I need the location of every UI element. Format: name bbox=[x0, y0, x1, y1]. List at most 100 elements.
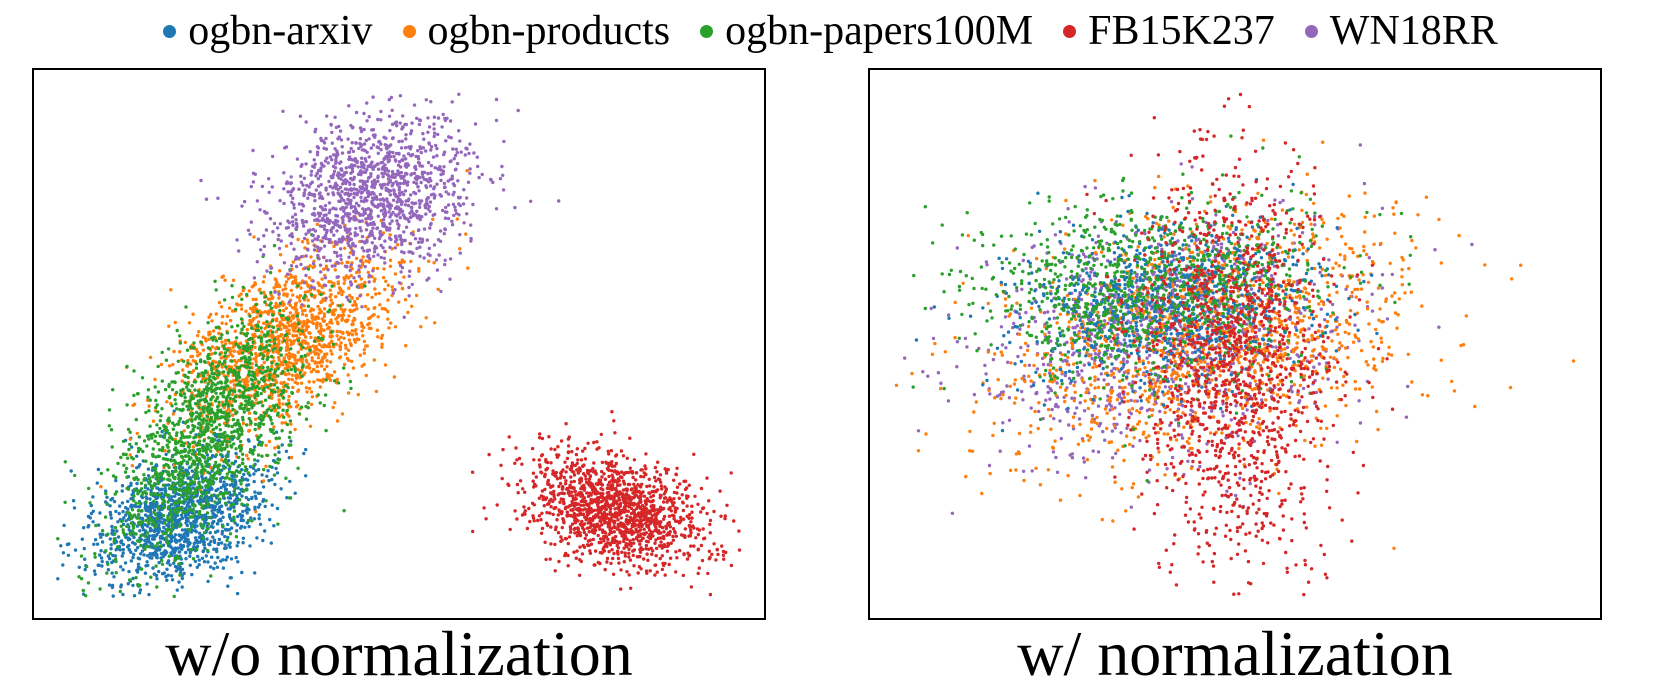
data-point bbox=[233, 487, 237, 491]
data-point bbox=[190, 469, 194, 473]
data-point bbox=[289, 347, 293, 351]
data-point bbox=[128, 437, 132, 441]
data-point bbox=[389, 237, 393, 242]
data-point bbox=[136, 508, 141, 513]
data-point bbox=[239, 515, 244, 520]
data-point bbox=[202, 543, 207, 547]
data-point bbox=[159, 544, 163, 548]
data-point bbox=[149, 542, 153, 546]
data-point bbox=[399, 202, 404, 207]
data-point bbox=[182, 534, 186, 539]
data-point bbox=[236, 344, 241, 348]
data-point bbox=[286, 368, 290, 372]
data-point bbox=[212, 506, 216, 510]
data-point bbox=[283, 360, 288, 364]
data-point bbox=[201, 524, 205, 529]
data-point bbox=[181, 402, 185, 406]
data-point bbox=[285, 294, 289, 298]
data-point bbox=[226, 584, 230, 588]
data-point bbox=[402, 230, 406, 234]
data-point bbox=[166, 518, 170, 522]
data-point bbox=[243, 386, 247, 390]
data-point bbox=[250, 370, 255, 374]
data-point bbox=[408, 242, 413, 246]
data-point bbox=[205, 526, 210, 531]
data-point bbox=[210, 453, 215, 458]
data-point bbox=[273, 453, 277, 457]
data-point bbox=[173, 398, 177, 402]
data-point bbox=[236, 514, 240, 519]
data-point bbox=[332, 169, 337, 174]
data-point bbox=[313, 352, 318, 356]
data-point bbox=[139, 567, 144, 571]
data-point bbox=[291, 293, 295, 297]
data-point bbox=[269, 367, 273, 372]
data-point bbox=[382, 256, 386, 260]
data-point bbox=[276, 522, 280, 526]
data-point bbox=[439, 178, 443, 183]
data-point bbox=[228, 496, 233, 500]
data-point bbox=[218, 497, 222, 501]
data-point bbox=[427, 246, 431, 251]
data-point bbox=[310, 320, 314, 324]
data-point bbox=[139, 552, 143, 556]
data-point bbox=[253, 417, 258, 421]
data-point bbox=[144, 495, 148, 499]
data-point bbox=[339, 247, 343, 251]
data-point bbox=[92, 542, 96, 546]
data-point bbox=[224, 399, 228, 404]
data-point bbox=[179, 513, 184, 517]
data-point bbox=[318, 263, 323, 267]
data-point bbox=[100, 564, 104, 568]
data-point bbox=[239, 331, 243, 335]
data-point bbox=[362, 111, 366, 116]
scatter-panel-left bbox=[32, 68, 766, 620]
data-point bbox=[277, 401, 281, 405]
data-point bbox=[340, 412, 345, 416]
data-point bbox=[277, 457, 282, 462]
data-point bbox=[257, 386, 261, 391]
data-point bbox=[330, 176, 334, 180]
data-point bbox=[105, 495, 109, 499]
data-point bbox=[418, 202, 422, 206]
data-point bbox=[194, 362, 199, 366]
data-point bbox=[340, 182, 345, 186]
data-point bbox=[229, 517, 233, 521]
data-point bbox=[322, 328, 326, 332]
data-point bbox=[243, 468, 247, 473]
data-point bbox=[299, 164, 303, 168]
data-point bbox=[220, 532, 224, 536]
data-point bbox=[139, 487, 144, 491]
data-point bbox=[199, 502, 203, 507]
data-point bbox=[302, 319, 306, 324]
data-point bbox=[170, 472, 175, 477]
data-point bbox=[153, 544, 158, 548]
data-point bbox=[221, 566, 226, 570]
data-point bbox=[409, 259, 413, 264]
data-point bbox=[273, 277, 277, 281]
data-point bbox=[163, 449, 167, 453]
data-point bbox=[194, 410, 199, 415]
data-point bbox=[363, 196, 367, 200]
data-point bbox=[191, 508, 195, 512]
data-point bbox=[353, 317, 357, 322]
data-point bbox=[214, 464, 218, 468]
data-point bbox=[267, 395, 271, 400]
data-point bbox=[296, 338, 300, 343]
data-point bbox=[327, 376, 331, 380]
data-point bbox=[196, 354, 200, 358]
data-point bbox=[416, 240, 421, 244]
data-point bbox=[290, 373, 294, 377]
data-point bbox=[244, 399, 248, 403]
data-point bbox=[328, 334, 332, 339]
data-point bbox=[232, 505, 236, 509]
data-point bbox=[270, 185, 274, 189]
data-point bbox=[296, 403, 300, 407]
data-point bbox=[330, 352, 334, 356]
data-point bbox=[241, 395, 246, 400]
data-point bbox=[191, 448, 196, 453]
data-point bbox=[224, 365, 228, 369]
data-point bbox=[87, 523, 91, 528]
data-point bbox=[443, 258, 447, 262]
data-point bbox=[199, 380, 204, 384]
